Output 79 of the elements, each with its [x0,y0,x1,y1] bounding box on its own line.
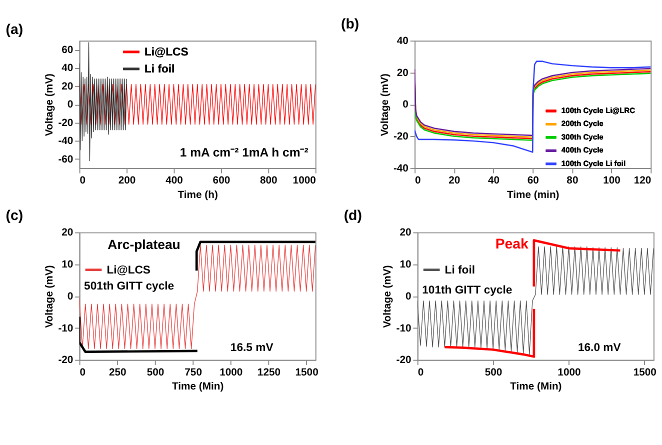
x-tick-label: 1250 [257,367,281,378]
y-tick-label: 20 [396,68,409,79]
x-tick-label: 1000 [220,367,243,378]
annotation: 16.5 mV [230,342,274,354]
x-tick-label: 500 [484,367,502,378]
y-tick-label: 0 [67,100,74,111]
y-axis-title: Voltage (mV) [380,74,391,136]
x-tick-label: 1000 [558,367,581,378]
line-series [79,316,199,354]
x-tick-label: 1500 [295,367,319,378]
x-tick-label: 1500 [633,367,657,378]
y-tick-label: 0 [67,291,74,302]
x-tick-label: 80 [566,176,578,187]
line-series [79,42,127,162]
x-tick-label: 800 [260,176,278,187]
x-tick-label: 120 [634,176,652,187]
legend-label: Li foil [144,64,175,76]
x-tick-label: 600 [212,176,230,187]
x-tick-label: 0 [418,367,424,378]
y-tick-label: 60 [62,45,74,56]
legend-label: Li@LCS [144,46,189,59]
x-tick-label: 0 [80,176,86,187]
y-axis-title: Voltage (mV) [382,265,394,328]
annotation: 101th GITT cycle [422,284,512,296]
x-tick-label: 250 [108,367,127,378]
legend-label: 400th Cycle [561,146,604,155]
x-axis-title: Time (min) [506,190,560,201]
y-axis-title: Voltage (mV) [44,74,56,136]
y-tick-label: -20 [396,355,412,366]
y-tick-label: -40 [393,163,409,174]
x-tick-label: 1000 [292,176,316,187]
legend-label: 200th Cycle [561,119,604,128]
y-tick-label: -40 [58,136,74,148]
annotation: 1 mA cm⁻² 1mA h cm⁻² [180,146,308,160]
x-axis-title: Time (Min) [510,382,562,393]
annotation: 16.0 mV [578,342,622,354]
y-tick-label: 20 [400,228,412,239]
y-tick-label: 0 [405,291,412,302]
chart-title: (b) [341,16,360,32]
chart-title: (c) [6,208,24,224]
x-axis-title: Time (h) [178,190,218,201]
x-tick-label: 100 [603,176,621,187]
y-axis-title: Voltage (mV) [44,265,56,328]
legend-label: 100th Cycle Li foil [561,158,626,168]
annotation: Arc-plateau [108,236,180,252]
y-tick-label: -10 [396,323,412,334]
y-tick-label: 10 [62,260,74,271]
x-tick-label: 500 [146,367,164,378]
legend-label: 300th Cycle [561,132,604,142]
y-tick-label: 20 [62,228,74,239]
x-tick-label: 60 [527,176,540,187]
y-tick-label: -20 [58,355,74,366]
y-tick-label: 0 [402,100,409,111]
x-axis-title: Time (Min) [172,382,224,393]
line-series [532,239,622,288]
legend-label: 100th Cycle Li@LRC [561,106,636,115]
y-tick-label: 40 [62,63,74,74]
x-tick-label: 400 [166,176,184,187]
annotation: 501th GITT cycle [84,280,174,293]
y-tick-label: 40 [396,36,409,47]
y-tick-label: -20 [58,118,74,129]
x-tick-label: 0 [415,176,422,187]
chart-title: (a) [6,22,24,38]
x-tick-label: 0 [80,367,86,378]
legend-label: Li foil [444,264,475,277]
x-tick-label: 20 [448,176,460,187]
x-tick-label: 40 [488,176,500,187]
y-tick-label: 10 [400,260,412,271]
chart-title: (d) [344,208,362,224]
legend-label: Li@LCS [106,264,151,277]
y-tick-label: -20 [393,132,409,143]
x-tick-label: 200 [118,176,136,187]
y-tick-label: 20 [62,81,74,92]
line-series [443,308,536,358]
y-tick-label: -60 [58,154,74,166]
x-tick-label: 750 [184,367,202,378]
line-series [414,60,651,153]
y-tick-label: -10 [58,323,74,334]
annotation: Peak [495,236,529,253]
